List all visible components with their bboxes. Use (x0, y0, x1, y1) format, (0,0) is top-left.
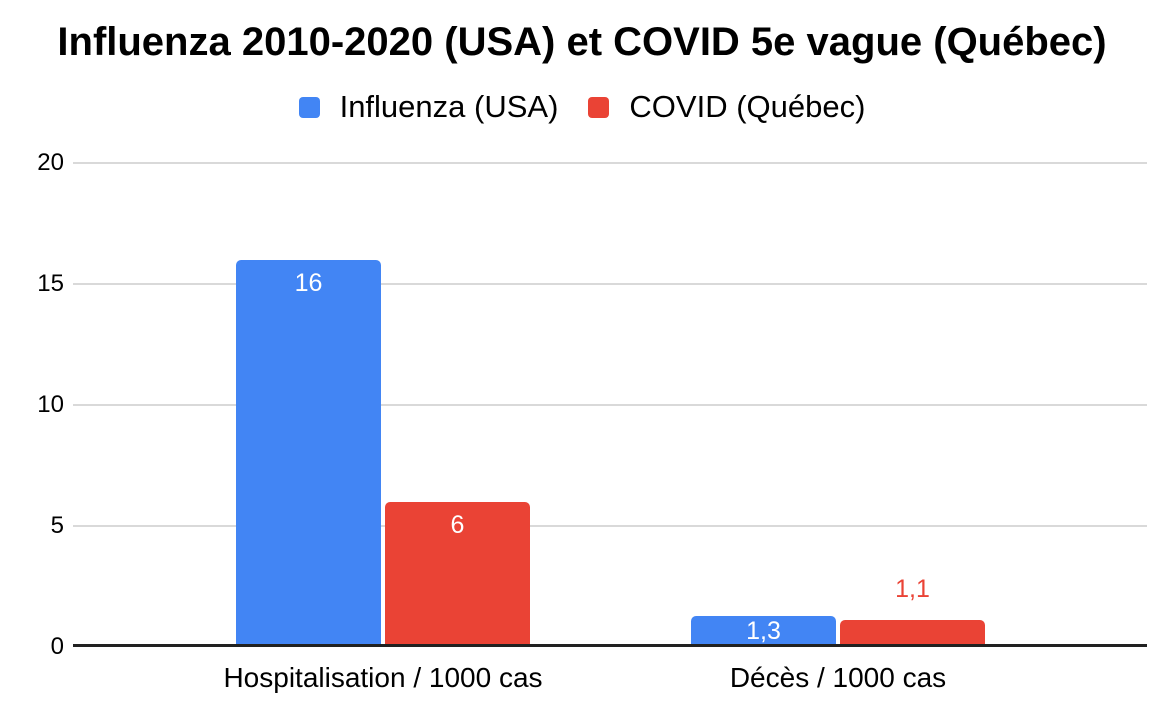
bar-influenza-usa: 16 (236, 259, 381, 647)
legend-swatch (588, 96, 610, 118)
bar-covid-quebec: 6 (385, 501, 530, 647)
x-axis-category-label: Décès / 1000 cas (729, 662, 947, 693)
y-axis-tick-label: 5 (50, 512, 64, 539)
y-axis-tick-label: 0 (50, 633, 64, 660)
x-axis-line (73, 644, 1147, 647)
legend-item-covid-quebec: COVID (Québec) (588, 89, 865, 125)
bar-value-label: 1,1 (895, 575, 930, 604)
y-axis-tick-label: 20 (37, 149, 64, 176)
gridline (73, 283, 1147, 285)
plot-area: 0 5 10 15 20 16 1,3 6 1,1 Hospitalisation / 1000 … (37, 149, 1147, 693)
gridline (73, 525, 1147, 527)
legend: Influenza (USA) COVID (Québec) (0, 89, 1164, 125)
legend-label: COVID (Québec) (629, 89, 866, 124)
bar-value-label: 16 (294, 268, 323, 297)
gridline (73, 404, 1147, 406)
legend-item-influenza-usa: Influenza (USA) (298, 89, 559, 125)
legend-swatch (298, 96, 320, 118)
gridline (73, 162, 1147, 164)
bar-value-label: 6 (450, 510, 465, 539)
x-axis-category-label: Hospitalisation / 1000 cas (223, 662, 543, 693)
bar-covid-quebec (840, 620, 985, 647)
bar-influenza-usa: 1,3 (691, 615, 836, 647)
y-axis-tick-label: 15 (37, 270, 64, 297)
bar-value-label: 1,3 (746, 616, 781, 645)
y-axis-tick-label: 10 (37, 391, 64, 418)
legend-label: Influenza (USA) (339, 89, 559, 124)
chart-title: Influenza 2010-2020 (USA) et COVID 5e va… (57, 20, 1107, 64)
